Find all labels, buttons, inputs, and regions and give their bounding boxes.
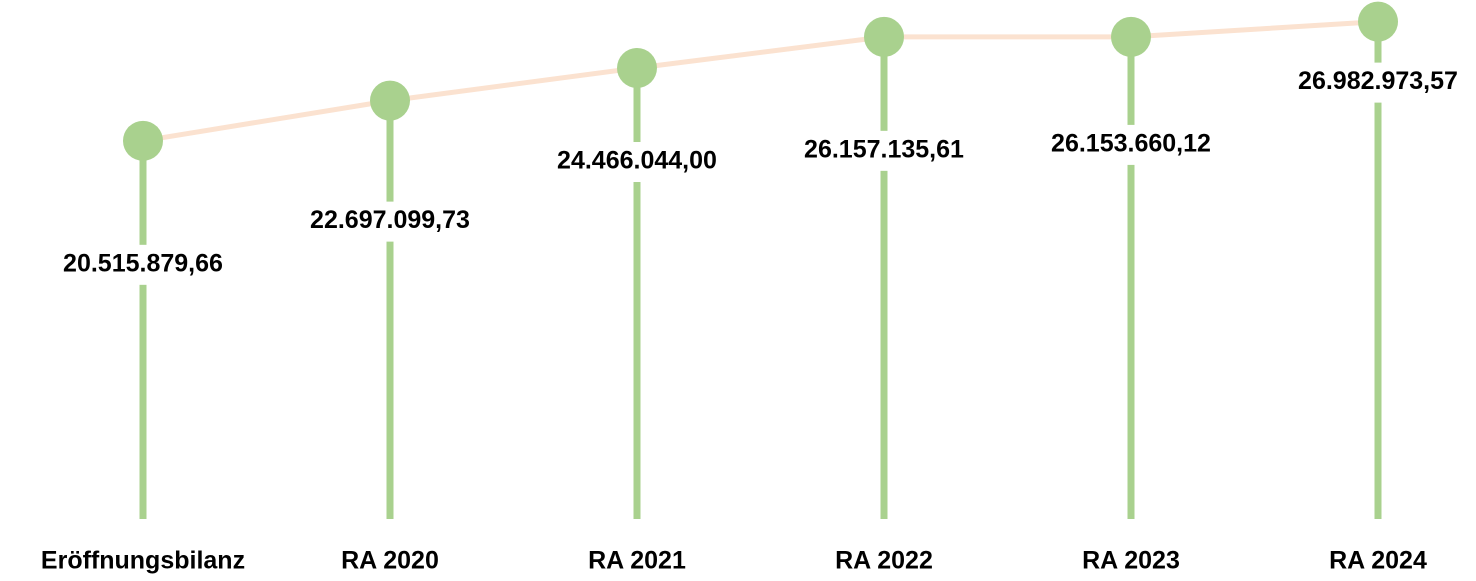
dot <box>1358 1 1398 42</box>
dot <box>123 120 163 161</box>
dot <box>1111 16 1151 57</box>
label-bg <box>51 244 235 285</box>
trend-line <box>142 19 1379 144</box>
x-tick-label: RA 2022 <box>835 547 933 575</box>
label-bg <box>298 201 482 242</box>
value-label: 26.982.973,57 <box>1298 67 1458 95</box>
x-tick-label: RA 2020 <box>341 547 439 575</box>
x-tick-label: RA 2023 <box>1082 547 1180 575</box>
value-label: 26.157.135,61 <box>804 135 964 163</box>
value-label: 20.515.879,66 <box>63 249 223 277</box>
dot <box>370 80 410 121</box>
label-bg <box>792 130 976 171</box>
dot <box>864 16 904 57</box>
value-label: 26.153.660,12 <box>1051 130 1211 158</box>
x-tick-label: RA 2024 <box>1329 547 1427 575</box>
label-bg <box>545 142 729 183</box>
value-label: 24.466.044,00 <box>557 147 717 175</box>
dot <box>617 48 657 89</box>
value-label: 22.697.099,73 <box>310 206 470 234</box>
label-bg <box>1039 124 1223 165</box>
x-tick-label: RA 2021 <box>588 547 686 575</box>
x-tick-label: Eröffnungsbilanz <box>41 547 245 575</box>
label-bg <box>1286 62 1470 103</box>
